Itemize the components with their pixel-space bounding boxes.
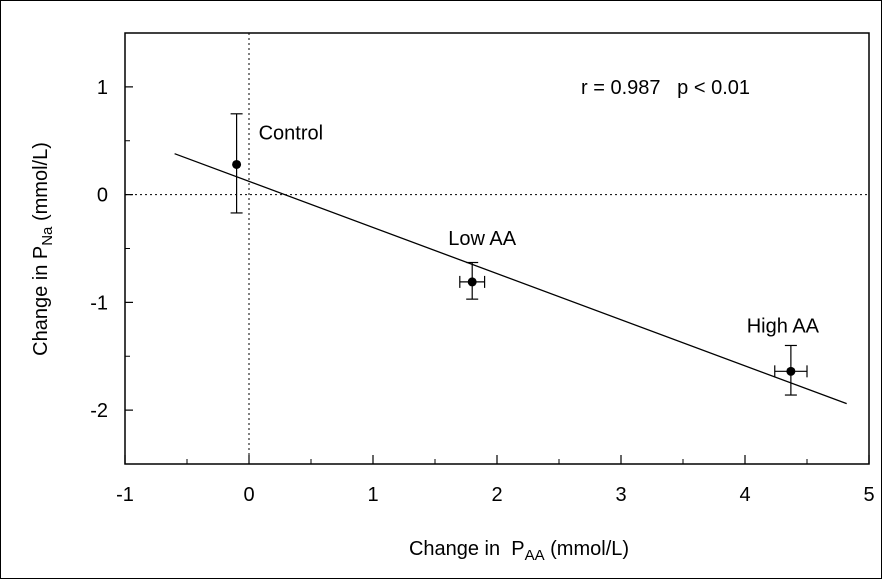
point-label: Low AA: [448, 228, 516, 250]
x-tick-label: 4: [739, 484, 750, 506]
y-axis-label-subscript: Na: [39, 226, 56, 246]
y-tick-label: -1: [90, 292, 108, 314]
x-axis-label: Change in PAA (mmol/L): [409, 538, 629, 564]
x-tick-label: 2: [491, 484, 502, 506]
correlation-annotation: r = 0.987 p < 0.01: [581, 77, 750, 99]
data-point-group: Low AA: [448, 228, 517, 300]
data-point-marker: [467, 277, 477, 287]
y-tick-label: 0: [97, 185, 108, 207]
y-axis-label: Change in PNa (mmol/L): [30, 142, 56, 356]
data-point-group: High AA: [747, 315, 820, 396]
data-point-marker: [232, 159, 242, 169]
x-tick-label: 3: [615, 484, 626, 506]
y-axis-label-suffix: (mmol/L): [30, 142, 52, 226]
plot-area-frame: [124, 32, 870, 465]
x-tick-label: 5: [863, 484, 874, 506]
data-point-marker: [786, 366, 796, 376]
x-tick-label: 1: [367, 484, 378, 506]
point-label: High AA: [747, 315, 820, 337]
y-tick-label: 1: [97, 77, 108, 99]
point-label: Control: [259, 122, 323, 144]
regression-line: [174, 153, 847, 405]
y-axis-label-prefix: Change in P: [30, 246, 52, 356]
x-axis-label-suffix: (mmol/L): [545, 538, 629, 560]
x-tick-label: -1: [116, 484, 134, 506]
y-tick-label: -2: [90, 400, 108, 422]
x-axis-label-subscript: AA: [525, 547, 545, 564]
x-tick-label: 0: [243, 484, 254, 506]
x-axis-label-prefix: Change in P: [409, 538, 525, 560]
data-point-group: Control: [230, 113, 323, 214]
